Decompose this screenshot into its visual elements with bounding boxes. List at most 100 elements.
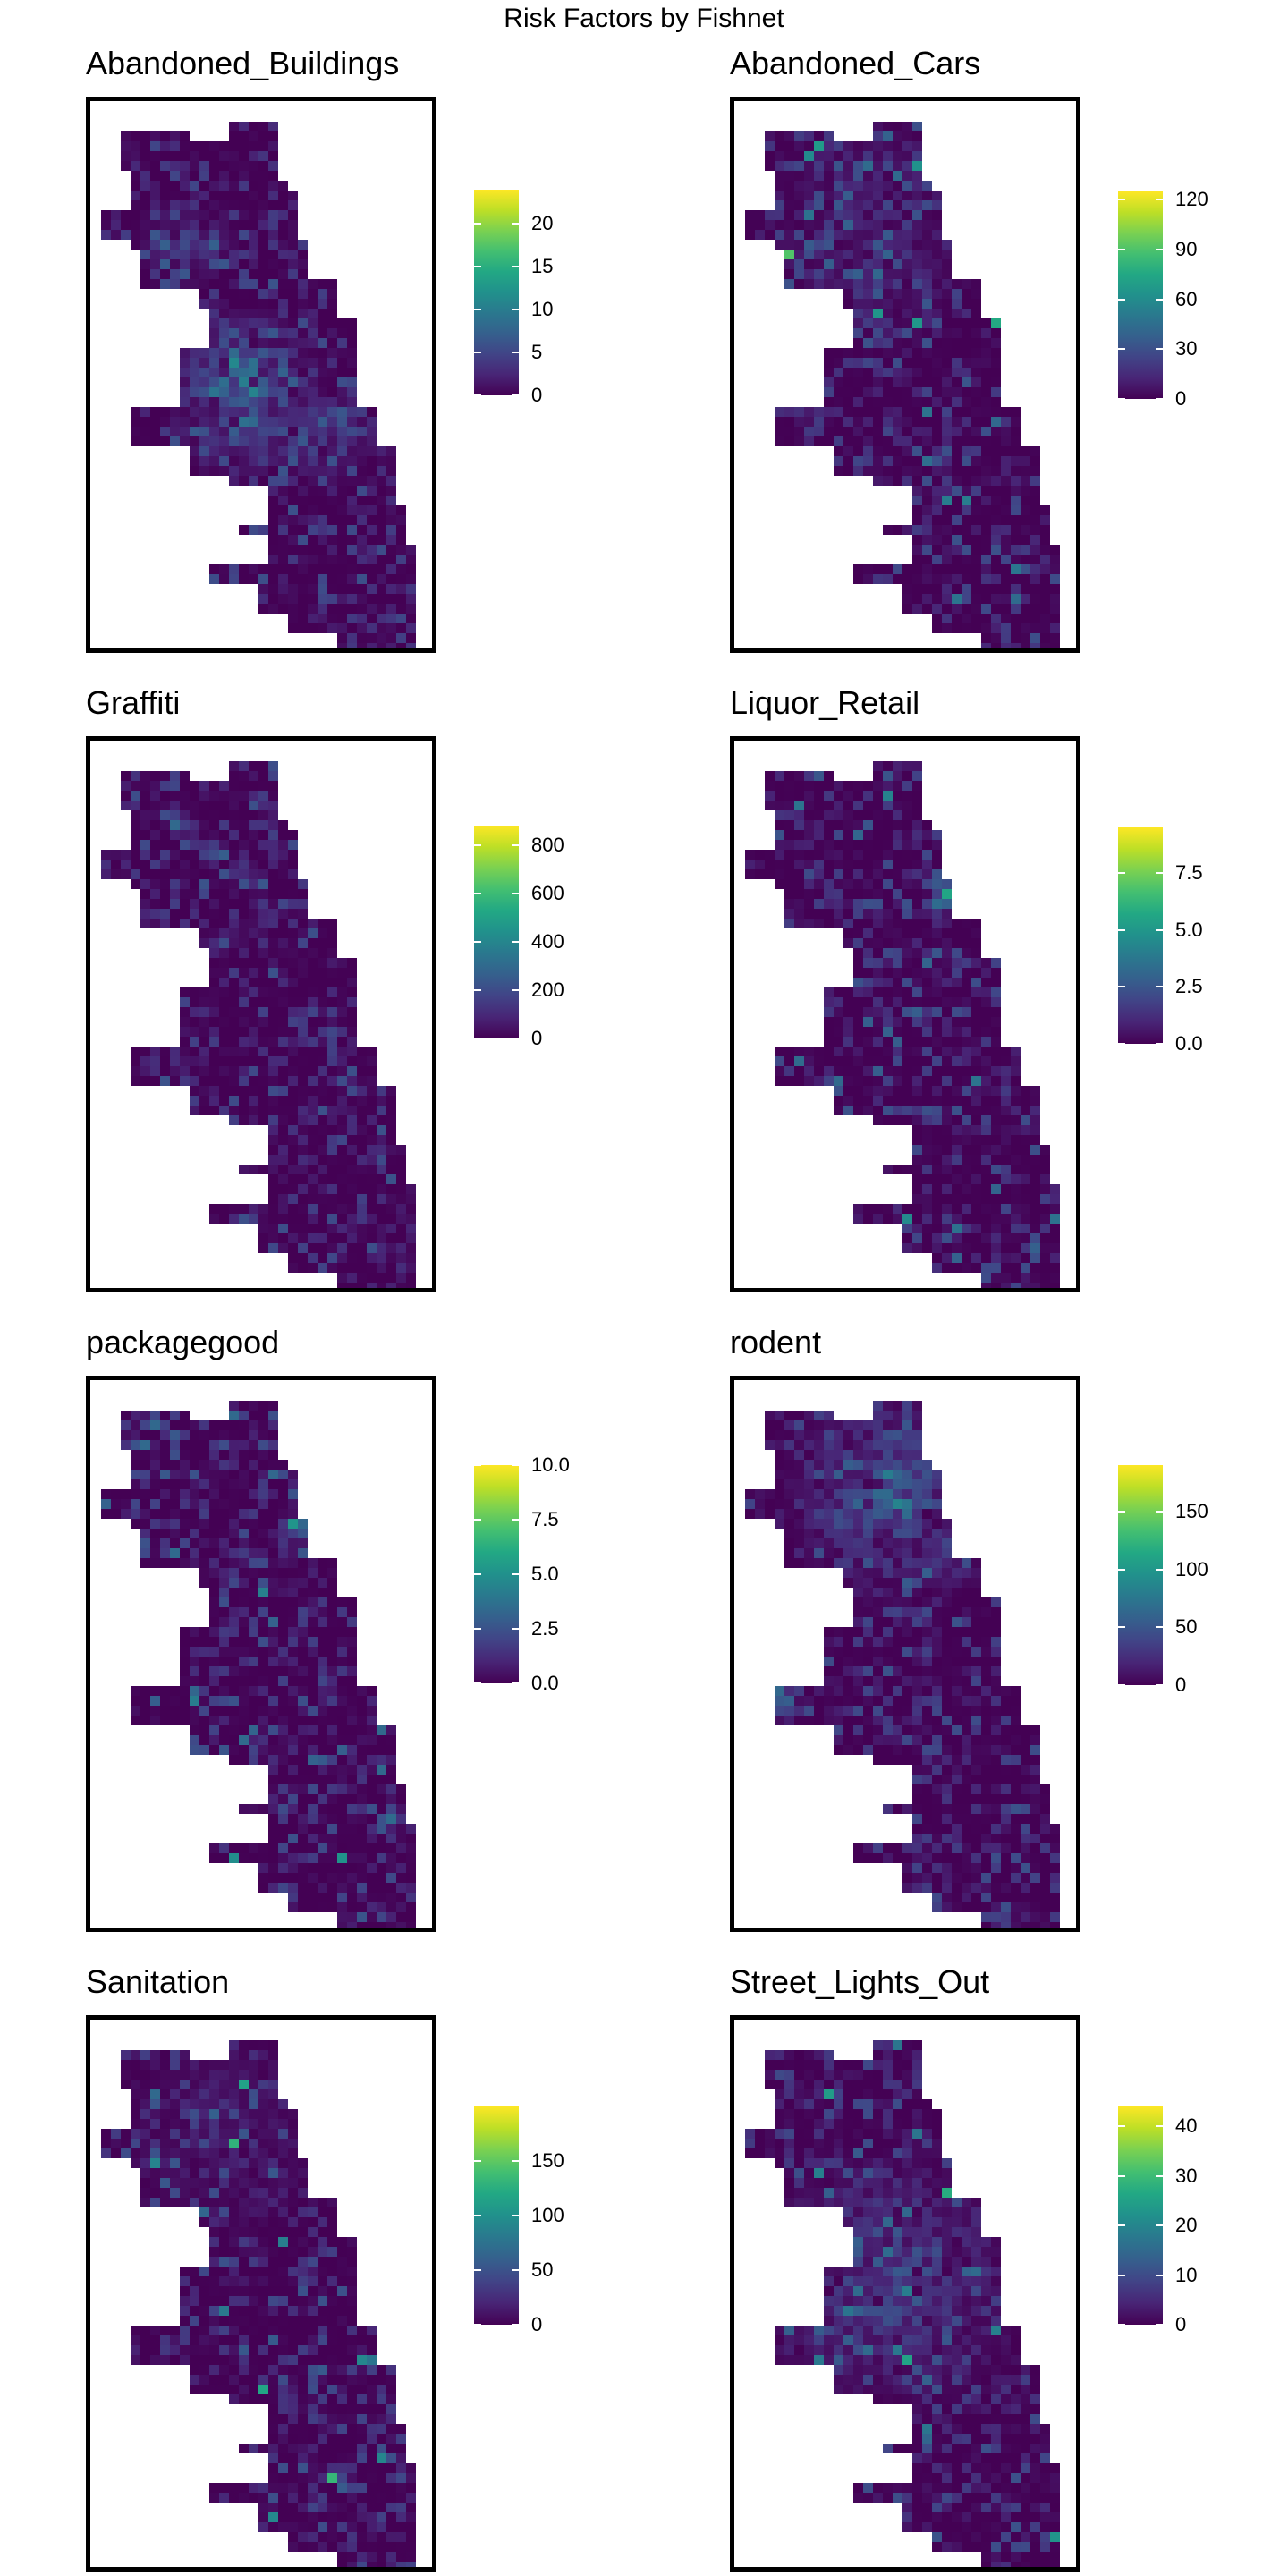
fishnet-cell — [170, 1479, 180, 1489]
fishnet-cell — [239, 279, 249, 289]
fishnet-cell — [298, 1775, 308, 1784]
fishnet-cell — [170, 889, 180, 899]
fishnet-cell — [190, 1716, 199, 1725]
fishnet-cell — [229, 338, 239, 348]
fishnet-cell — [347, 1647, 357, 1657]
fishnet-cell — [962, 466, 971, 476]
fishnet-cell — [288, 1725, 298, 1735]
fishnet-cell — [912, 1027, 922, 1037]
fishnet-cell — [971, 1194, 981, 1204]
fishnet-cell — [794, 171, 804, 181]
fishnet-cell — [922, 830, 932, 840]
fishnet-cell — [199, 269, 209, 279]
fishnet-cell — [249, 171, 258, 181]
fishnet-cell — [962, 1568, 971, 1578]
fishnet-cell — [229, 368, 239, 377]
panel-title: rodent — [730, 1324, 822, 1360]
fishnet-cell — [347, 978, 357, 987]
fishnet-cell — [229, 1578, 239, 1588]
fishnet-cell — [268, 1499, 278, 1509]
fishnet-cell — [883, 141, 893, 151]
fishnet-cell — [258, 348, 268, 358]
fishnet-cell — [1030, 476, 1040, 486]
fishnet-cell — [288, 948, 298, 958]
fishnet-cell — [180, 377, 190, 387]
fishnet-cell — [327, 1647, 337, 1657]
fishnet-cell — [952, 1125, 962, 1135]
fishnet-cell — [347, 1214, 357, 1224]
fishnet-cell — [199, 909, 209, 919]
fishnet-cell — [873, 771, 883, 781]
fishnet-cell — [863, 791, 873, 801]
fishnet-cell — [268, 850, 278, 860]
fishnet-cell — [1021, 574, 1030, 584]
fishnet-cell — [971, 515, 981, 525]
fishnet-cell — [298, 1263, 308, 1273]
fishnet-cell — [318, 564, 327, 574]
fishnet-cell — [971, 446, 981, 456]
fishnet-cell — [160, 1548, 170, 1558]
fishnet-cell — [131, 427, 140, 436]
fishnet-cell — [902, 1499, 912, 1509]
fishnet-cell — [843, 1106, 853, 1115]
fishnet-cell — [883, 1017, 893, 1027]
fishnet-cell — [337, 1115, 347, 1125]
fishnet-cell — [377, 1204, 386, 1214]
fishnet-cell — [308, 623, 318, 633]
fishnet-cell — [258, 1883, 268, 1893]
fishnet-cell — [794, 230, 804, 240]
fishnet-cell — [121, 161, 131, 171]
colorbar-tick — [1118, 986, 1125, 988]
fishnet-cell — [1040, 574, 1050, 584]
fishnet-cell — [991, 407, 1001, 417]
fishnet-cell — [239, 289, 249, 299]
fishnet-cell — [278, 279, 288, 289]
fishnet-cell — [922, 594, 932, 604]
fishnet-cell — [932, 1263, 942, 1273]
fishnet-cell — [308, 289, 318, 299]
fishnet-cell — [258, 397, 268, 407]
fishnet-cell — [873, 1066, 883, 1076]
fishnet-cell — [288, 466, 298, 476]
fishnet-cell — [902, 171, 912, 181]
fishnet-cell — [814, 161, 824, 171]
fishnet-cell — [386, 1794, 396, 1804]
fishnet-cell — [853, 377, 863, 387]
fishnet-cell — [288, 1568, 298, 1578]
fishnet-cell — [367, 594, 377, 604]
fishnet-cell — [288, 220, 298, 230]
fishnet-cell — [377, 1883, 386, 1893]
fishnet-cell — [883, 928, 893, 938]
fishnet-cell — [971, 466, 981, 476]
fishnet-cell — [775, 879, 784, 889]
fishnet-cell — [298, 1784, 308, 1794]
fishnet-cell — [298, 1007, 308, 1017]
fishnet-cell — [131, 791, 140, 801]
fishnet-cell — [912, 515, 922, 525]
fishnet-cell — [180, 358, 190, 368]
fishnet-cell — [991, 978, 1001, 987]
fishnet-cell — [902, 1588, 912, 1597]
fishnet-cell — [853, 899, 863, 909]
fishnet-cell — [942, 1214, 952, 1224]
fishnet-cell — [249, 1037, 258, 1046]
fishnet-cell — [268, 899, 278, 909]
fishnet-cell — [150, 771, 160, 781]
fishnet-cell — [327, 318, 337, 328]
fishnet-cell — [249, 1597, 258, 1607]
fishnet-cell — [288, 1558, 298, 1568]
fishnet-cell — [219, 171, 229, 181]
fishnet-cell — [268, 1420, 278, 1430]
fishnet-cell — [180, 1007, 190, 1017]
fishnet-cell — [219, 1597, 229, 1607]
fishnet-cell — [853, 1509, 863, 1519]
fishnet-cell — [258, 191, 268, 200]
fishnet-cell — [893, 781, 902, 791]
fishnet-cell — [131, 1489, 140, 1499]
fishnet-cell — [190, 840, 199, 850]
fishnet-cell — [367, 623, 377, 633]
fishnet-cell — [258, 1607, 268, 1617]
fishnet-cell — [170, 1056, 180, 1066]
fishnet-cell — [912, 259, 922, 269]
fishnet-cell — [199, 1086, 209, 1096]
